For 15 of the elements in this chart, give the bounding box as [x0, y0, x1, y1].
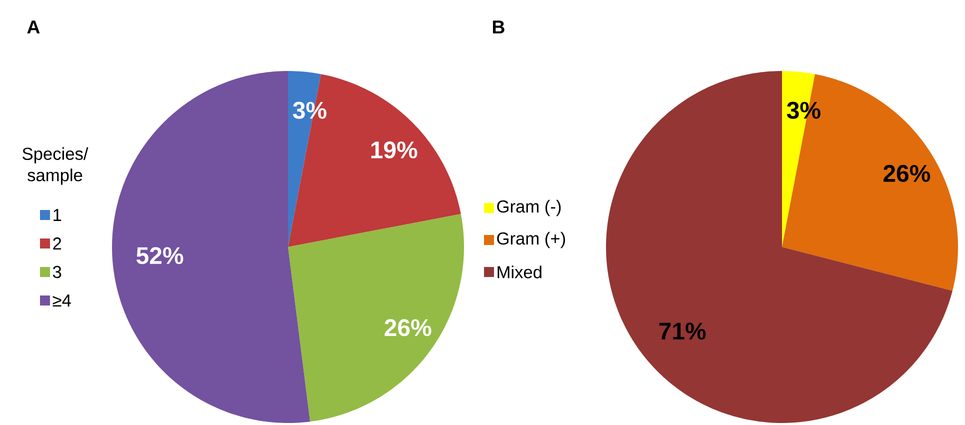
legend-label: ≥4 — [52, 294, 71, 306]
legend-title: Species/ sample — [22, 147, 88, 185]
data-label: 26% — [384, 319, 432, 336]
legend-label: 1 — [54, 209, 62, 221]
data-label: 19% — [371, 141, 418, 158]
chart-title: A — [27, 20, 40, 34]
legend-label: Mixed — [498, 266, 542, 278]
data-label: 52% — [136, 247, 184, 264]
data-label: 26% — [884, 164, 930, 182]
legend-label: Gram (+) — [497, 232, 565, 248]
legend-label: 3 — [52, 266, 62, 278]
data-label: 71% — [659, 322, 706, 340]
legend-label: Gram (-) — [497, 200, 561, 216]
legend-label: 2 — [53, 237, 62, 250]
chart-title: B — [492, 20, 504, 34]
